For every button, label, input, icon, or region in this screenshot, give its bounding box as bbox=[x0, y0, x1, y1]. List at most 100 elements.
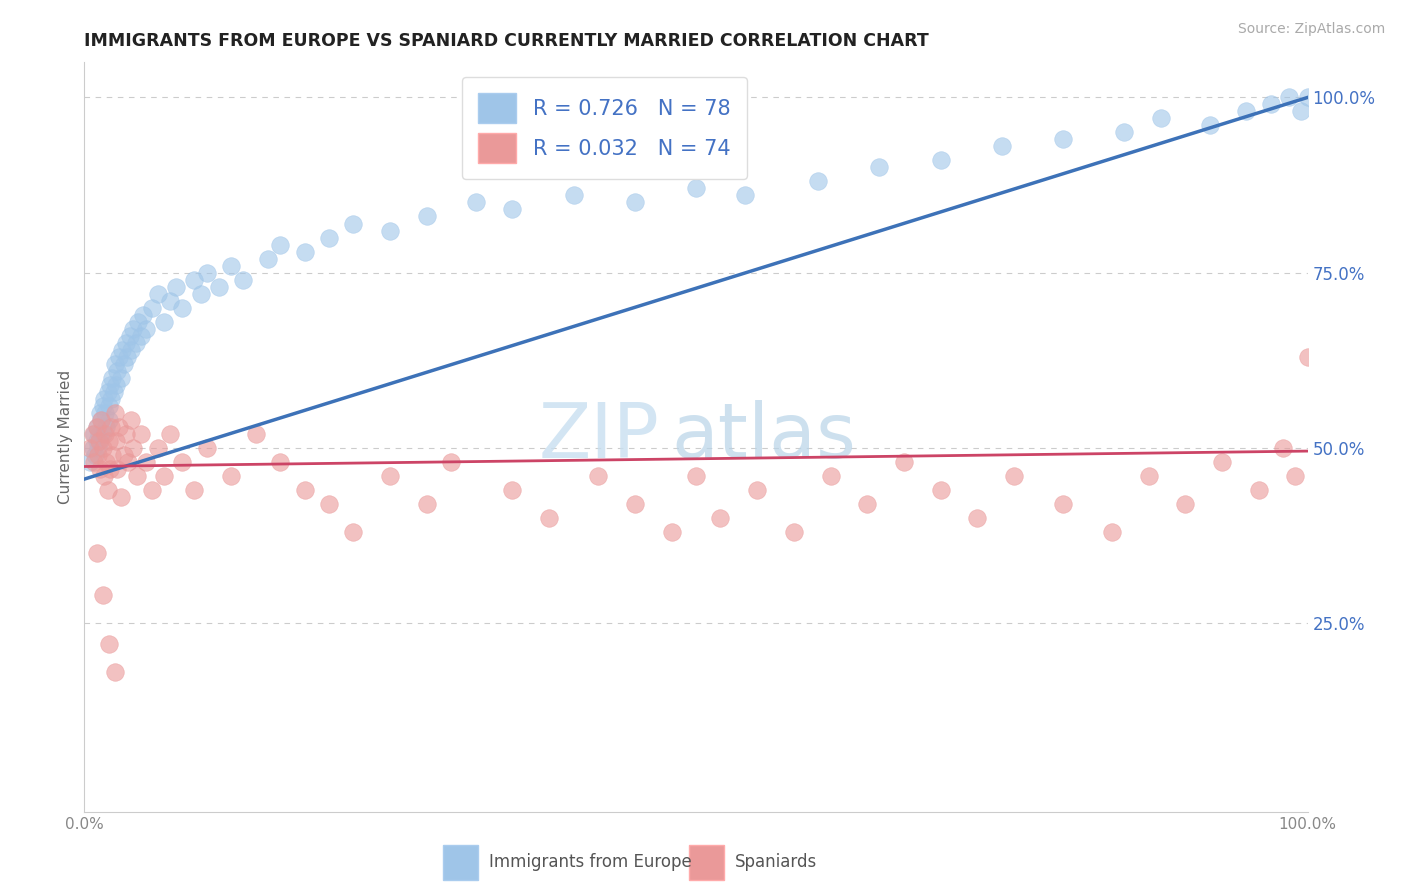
Point bbox=[91, 588, 114, 602]
Point bbox=[856, 497, 879, 511]
Point bbox=[91, 426, 114, 441]
Point bbox=[1198, 119, 1220, 133]
Point bbox=[783, 524, 806, 539]
Point bbox=[269, 454, 291, 468]
Point bbox=[159, 293, 181, 308]
Point bbox=[86, 419, 108, 434]
Point bbox=[101, 370, 124, 384]
Point bbox=[105, 461, 128, 475]
Point bbox=[135, 454, 157, 468]
Point bbox=[96, 454, 118, 468]
Point bbox=[747, 483, 769, 497]
Point bbox=[107, 350, 129, 364]
Point bbox=[502, 483, 524, 497]
Point bbox=[734, 188, 756, 202]
Point bbox=[90, 412, 112, 426]
Point bbox=[82, 426, 104, 441]
Point bbox=[122, 321, 145, 335]
Point bbox=[90, 412, 112, 426]
Point bbox=[83, 454, 105, 468]
Point bbox=[183, 272, 205, 286]
Point bbox=[1174, 497, 1197, 511]
Point bbox=[1137, 468, 1160, 483]
Point bbox=[1291, 104, 1313, 119]
Point bbox=[112, 448, 135, 462]
Point bbox=[416, 497, 439, 511]
Point bbox=[82, 441, 104, 455]
Point bbox=[624, 195, 647, 210]
Legend: R = 0.726   N = 78, R = 0.032   N = 74: R = 0.726 N = 78, R = 0.032 N = 74 bbox=[461, 77, 747, 179]
Point bbox=[208, 279, 231, 293]
Point bbox=[172, 454, 194, 468]
Point bbox=[1296, 350, 1319, 364]
Point bbox=[1052, 497, 1074, 511]
Point bbox=[1114, 126, 1136, 140]
Point bbox=[91, 441, 114, 455]
Point bbox=[97, 412, 120, 426]
Point bbox=[159, 426, 181, 441]
Point bbox=[97, 434, 120, 448]
Point bbox=[165, 279, 187, 293]
Point bbox=[929, 153, 952, 168]
Point bbox=[112, 357, 135, 371]
Point bbox=[190, 286, 212, 301]
Point bbox=[502, 202, 524, 217]
Point bbox=[87, 441, 110, 455]
Point bbox=[101, 448, 124, 462]
Point bbox=[195, 266, 218, 280]
Point bbox=[661, 524, 683, 539]
Point bbox=[1211, 454, 1233, 468]
Point bbox=[129, 426, 152, 441]
Point bbox=[93, 392, 115, 406]
Y-axis label: Currently Married: Currently Married bbox=[58, 370, 73, 504]
Point bbox=[380, 468, 402, 483]
Point bbox=[97, 483, 120, 497]
Point bbox=[115, 350, 138, 364]
Text: ZIP: ZIP bbox=[538, 401, 659, 474]
Point bbox=[146, 441, 169, 455]
Point bbox=[1247, 483, 1270, 497]
Point bbox=[624, 497, 647, 511]
Point bbox=[97, 399, 120, 413]
Point bbox=[966, 510, 988, 524]
Point bbox=[416, 210, 439, 224]
Point bbox=[146, 286, 169, 301]
Text: IMMIGRANTS FROM EUROPE VS SPANIARD CURRENTLY MARRIED CORRELATION CHART: IMMIGRANTS FROM EUROPE VS SPANIARD CURRE… bbox=[84, 32, 929, 50]
Point bbox=[929, 483, 952, 497]
Point bbox=[97, 637, 120, 651]
Point bbox=[107, 419, 129, 434]
Point bbox=[232, 272, 254, 286]
Point bbox=[219, 468, 242, 483]
Point bbox=[807, 174, 830, 188]
Point bbox=[122, 441, 145, 455]
Point bbox=[820, 468, 842, 483]
Point bbox=[685, 181, 707, 195]
Point bbox=[120, 412, 142, 426]
Point bbox=[141, 483, 163, 497]
Point bbox=[1296, 90, 1319, 104]
Point bbox=[219, 259, 242, 273]
Point bbox=[87, 434, 110, 448]
Point bbox=[1101, 524, 1123, 539]
Point bbox=[104, 406, 127, 420]
Point bbox=[245, 426, 267, 441]
Point bbox=[104, 357, 127, 371]
Point bbox=[98, 377, 121, 392]
Point bbox=[84, 448, 107, 462]
Point bbox=[464, 195, 486, 210]
Point bbox=[1150, 112, 1173, 126]
Point bbox=[79, 441, 101, 455]
Point bbox=[1260, 97, 1282, 112]
Point bbox=[83, 426, 105, 441]
Point bbox=[100, 392, 122, 406]
Point bbox=[318, 230, 340, 244]
Point bbox=[269, 237, 291, 252]
Point bbox=[893, 454, 915, 468]
Point bbox=[440, 454, 463, 468]
Text: Immigrants from Europe: Immigrants from Europe bbox=[489, 853, 692, 871]
Point bbox=[380, 223, 402, 237]
Point bbox=[125, 335, 148, 350]
Text: Spaniards: Spaniards bbox=[735, 853, 817, 871]
Bar bbox=[443, 846, 478, 880]
Text: Source: ZipAtlas.com: Source: ZipAtlas.com bbox=[1237, 22, 1385, 37]
